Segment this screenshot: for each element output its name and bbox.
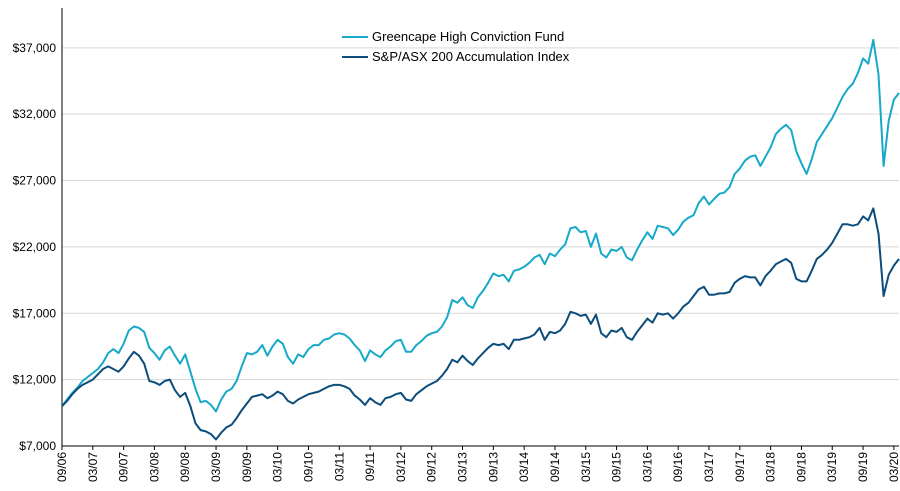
x-tick-label: 03/16: [640, 452, 654, 482]
series-lines: [61, 38, 900, 441]
x-tick-label: 03/11: [332, 452, 346, 481]
x-tick-label: 09/09: [240, 452, 254, 482]
x-tick-label: 09/17: [733, 452, 747, 482]
x-tick-label: 03/15: [579, 452, 593, 482]
y-tick-label: $37,000: [13, 41, 57, 55]
y-tick-label: $12,000: [13, 373, 57, 387]
legend-label-index: S&P/ASX 200 Accumulation Index: [372, 49, 570, 64]
x-tick-label: 03/19: [825, 452, 839, 482]
series-line-index: [61, 207, 900, 441]
y-tick-label: $32,000: [13, 107, 57, 121]
x-tick-label: 09/13: [486, 452, 500, 482]
x-tick-label: 09/12: [425, 452, 439, 482]
x-tick-label: 03/13: [456, 452, 470, 482]
y-tick-label: $17,000: [13, 306, 57, 320]
grid-lines: [62, 47, 899, 381]
x-tick-label: 09/18: [794, 452, 808, 482]
axes: [61, 8, 899, 450]
x-tick-label: 09/08: [178, 452, 192, 482]
x-tick-label: 09/11: [363, 452, 377, 481]
legend-label-fund: Greencape High Conviction Fund: [372, 29, 564, 44]
x-tick-labels: 09/06 03/07 09/07 03/08 09/08 03/09 09/09 03/10…: [55, 452, 900, 482]
x-tick-label: 03/08: [147, 452, 161, 482]
x-tick-label: 09/10: [301, 452, 315, 482]
x-tick-label: 03/09: [209, 452, 223, 482]
x-tick-label: 09/07: [117, 452, 131, 482]
x-tick-label: 03/10: [271, 452, 285, 482]
x-tick-label: 09/19: [856, 452, 870, 482]
x-tick-label: 09/15: [610, 452, 624, 482]
x-tick-label: 09/14: [548, 452, 562, 482]
y-tick-labels: $7,000 $12,000 $17,000 $22,000 $27,000 $32,00…: [13, 41, 57, 453]
series-line-fund: [61, 38, 900, 413]
x-tick-label: 09/06: [55, 452, 69, 482]
y-tick-label: $27,000: [13, 174, 57, 188]
x-tick-label: 03/14: [517, 452, 531, 482]
x-tick-label: 03/20: [887, 452, 900, 482]
y-tick-label: $7,000: [19, 439, 56, 453]
x-tick-label: 03/17: [702, 452, 716, 482]
x-tick-label: 09/16: [671, 452, 685, 482]
x-tick-label: 03/18: [764, 452, 778, 482]
x-tick-label: 03/07: [86, 452, 100, 482]
legend: Greencape High Conviction Fund S&P/ASX 2…: [342, 29, 570, 64]
x-tick-label: 03/12: [394, 452, 408, 482]
y-tick-label: $22,000: [13, 240, 57, 254]
